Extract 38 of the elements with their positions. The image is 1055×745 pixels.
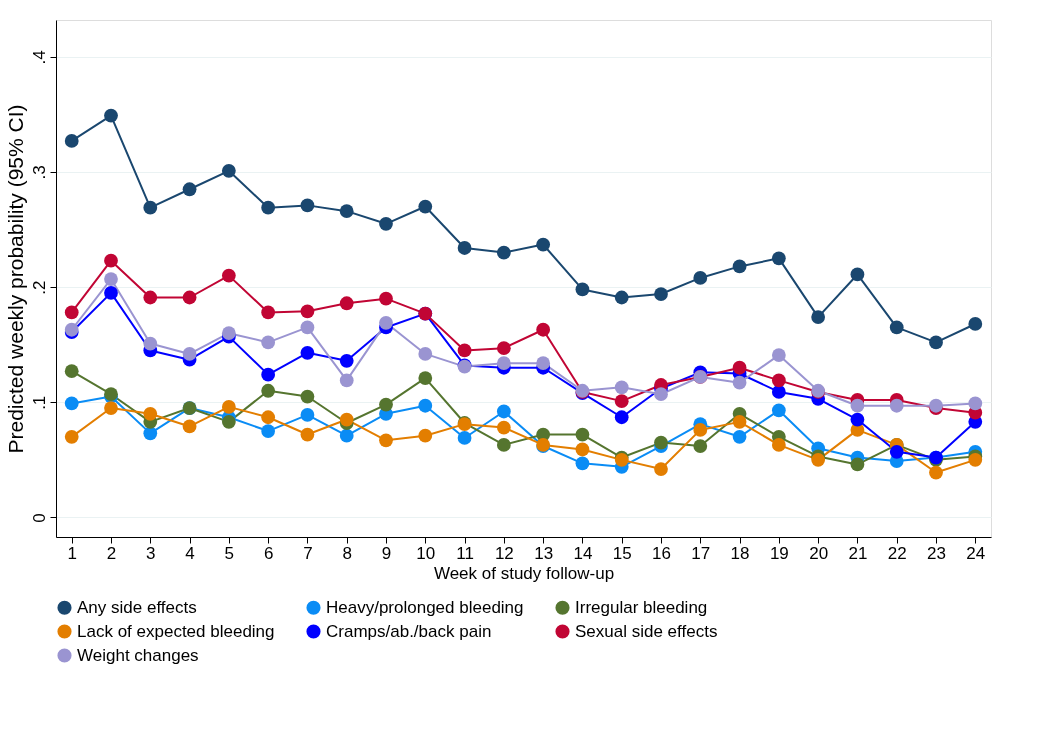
x-tick-label: 20 <box>809 543 829 563</box>
y-tick-label: .1 <box>29 395 49 410</box>
x-tick-label: 10 <box>416 543 436 563</box>
legend-label: Lack of expected bleeding <box>77 621 275 641</box>
x-tick-label: 22 <box>887 543 907 563</box>
x-tick-label: 21 <box>848 543 868 563</box>
x-tick-label: 15 <box>612 543 632 563</box>
x-tick-label: 6 <box>263 543 274 563</box>
x-tick-label: 14 <box>573 543 593 563</box>
x-tick-label: 13 <box>534 543 554 563</box>
x-axis-title: Week of study follow-up <box>433 563 615 583</box>
x-tick-label: 2 <box>106 543 117 563</box>
y-axis-title: Predicted weekly probability (95% CI) <box>3 104 27 454</box>
y-tick-label: .3 <box>29 165 49 180</box>
legend-label: Heavy/prolonged bleeding <box>326 597 524 617</box>
legend-label: Irregular bleeding <box>575 597 708 617</box>
x-tick-label: 3 <box>146 543 156 563</box>
legend-label: Weight changes <box>77 645 199 665</box>
x-tick-label: 17 <box>691 543 711 563</box>
x-tick-label: 12 <box>494 543 514 563</box>
x-tick-label: 7 <box>303 543 313 563</box>
legend-label: Cramps/ab./back pain <box>326 621 492 641</box>
y-tick-label: .2 <box>29 280 49 295</box>
x-tick-label: 9 <box>381 543 392 563</box>
x-tick-label: 8 <box>342 543 352 563</box>
y-tick-label: 0 <box>29 513 49 523</box>
x-tick-label: 18 <box>730 543 750 563</box>
x-tick-label: 16 <box>652 543 671 563</box>
x-tick-label: 4 <box>185 543 195 563</box>
x-tick-label: 19 <box>769 543 789 563</box>
y-tick-label: .4 <box>29 50 49 65</box>
x-tick-label: 1 <box>67 543 77 563</box>
x-tick-label: 11 <box>456 543 474 563</box>
x-tick-label: 23 <box>927 543 946 563</box>
legend-label: Any side effects <box>77 597 197 617</box>
legend-label: Sexual side effects <box>575 621 718 641</box>
x-tick-label: 5 <box>224 543 235 563</box>
x-tick-label: 24 <box>966 543 986 563</box>
